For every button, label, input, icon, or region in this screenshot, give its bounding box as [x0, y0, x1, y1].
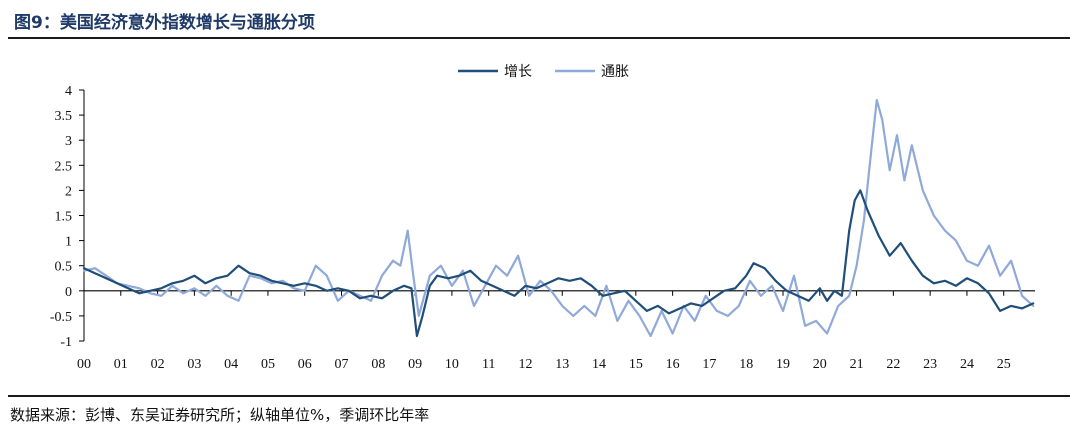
legend-label-growth: 增长 [504, 64, 532, 80]
x-tick-label: 03 [187, 357, 201, 372]
x-tick-label: 25 [997, 357, 1011, 372]
x-tick-label: 06 [298, 357, 312, 372]
x-tick-label: 19 [776, 357, 790, 372]
x-tick-label: 17 [702, 357, 716, 372]
bottom-rule [8, 395, 1070, 397]
y-tick-label: 0.5 [55, 260, 73, 275]
legend: 增长 通胀 [458, 64, 629, 80]
x-tick-label: 18 [739, 357, 753, 372]
y-tick-label: -1 [60, 335, 72, 350]
y-tick-label: 3.5 [55, 109, 73, 124]
x-tick-label: 08 [371, 357, 385, 372]
x-tick-label: 07 [335, 357, 349, 372]
x-tick-label: 14 [592, 357, 606, 372]
x-tick-label: 21 [850, 357, 864, 372]
x-tick-label: 24 [960, 357, 974, 372]
y-tick-label: 2 [65, 184, 72, 199]
x-tick-label: 05 [261, 357, 275, 372]
x-tick-label: 11 [482, 357, 495, 372]
y-tick-label: 1 [65, 235, 72, 250]
y-tick-label: 1.5 [55, 210, 73, 225]
source-note: 数据来源：彭博、东吴证券研究所；纵轴单位%，季调环比年率 [10, 406, 430, 424]
y-tick-label: 4 [65, 84, 72, 99]
top-rule [8, 37, 1070, 39]
x-axis: 00 01 02 03 04 05 06 07 08 09 10 11 12 13 14 15 16 17 18 19… [77, 290, 1035, 372]
line-chart: 增长 通胀 43.532.521.510.50-0.5-1 00 01 02 03 04 0… [50, 64, 1035, 372]
x-tick-label: 10 [445, 357, 459, 372]
x-tick-label: 12 [518, 357, 532, 372]
x-tick-label: 09 [408, 357, 422, 372]
series-line-growth [82, 189, 1035, 338]
series-line-inflation [82, 98, 1035, 338]
y-tick-label: -0.5 [50, 310, 72, 325]
y-axis: 4 3.5 3 2.5 2 1.5 1 0.5 0 -0.5 -1 [50, 84, 85, 350]
y-tick-label: 0 [65, 285, 72, 300]
y-tick-label: 3 [65, 134, 72, 149]
series-layer [82, 98, 1035, 338]
x-tick-label: 23 [923, 357, 937, 372]
x-tick-label: 15 [629, 357, 643, 372]
x-tick-label: 02 [151, 357, 165, 372]
x-tick-label: 22 [886, 357, 900, 372]
x-tick-label: 20 [813, 357, 827, 372]
x-tick-label: 01 [114, 357, 128, 372]
x-tick-label: 13 [555, 357, 569, 372]
legend-label-inflation: 通胀 [601, 64, 629, 80]
x-tick-label: 16 [666, 357, 680, 372]
y-tick-label: 2.5 [55, 159, 73, 174]
figure-title: 图9：美国经济意外指数增长与通胀分项 [14, 13, 315, 33]
x-tick-label: 00 [77, 357, 91, 372]
x-tick-label: 04 [224, 357, 238, 372]
